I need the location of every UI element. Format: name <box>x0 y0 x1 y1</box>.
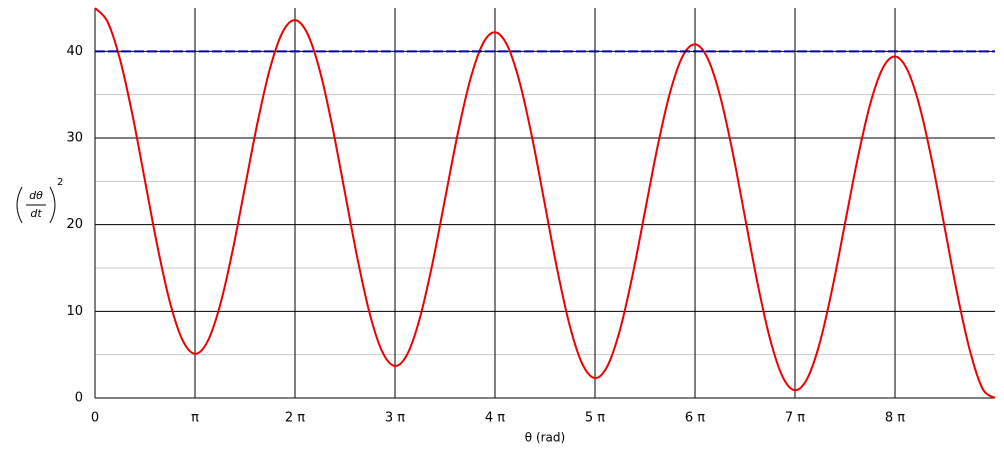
y-label-numerator: dθ <box>29 189 43 202</box>
x-tick-label: 2 π <box>285 411 305 426</box>
x-tick-label: π <box>191 411 199 426</box>
x-tick-label: 3 π <box>385 411 405 426</box>
x-tick-label: 4 π <box>485 411 505 426</box>
x-tick-label: 0 <box>91 411 99 426</box>
line-series <box>94 7 996 399</box>
x-tick-label: 8 π <box>885 411 905 426</box>
x-axis-label: θ (rad) <box>525 431 565 445</box>
y-tick-label: 40 <box>66 44 83 59</box>
y-tick-label: 0 <box>75 391 83 406</box>
x-tick-label: 7 π <box>785 411 805 426</box>
y-label-denominator: dt <box>30 207 42 220</box>
y-tick-label: 20 <box>66 217 83 232</box>
y-label-exponent: 2 <box>57 177 63 188</box>
y-label-parens <box>16 186 56 224</box>
x-tick-label: 5 π <box>585 411 605 426</box>
x-tick-label: 6 π <box>685 411 705 426</box>
y-tick-label: 10 <box>66 304 83 319</box>
y-tick-label: 30 <box>66 131 83 146</box>
